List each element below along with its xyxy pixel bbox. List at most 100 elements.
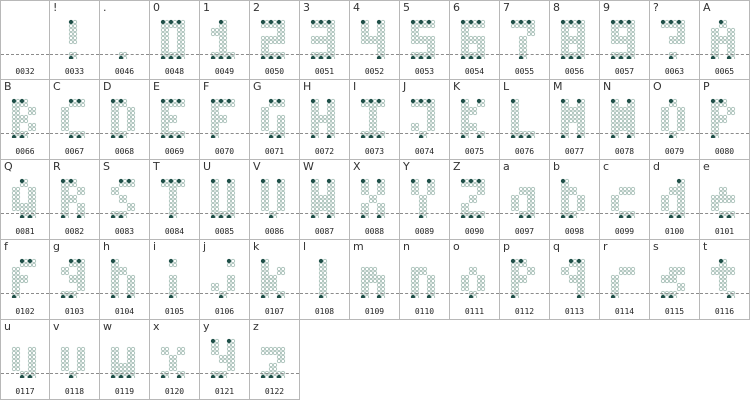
glyph-cell-lower-z[interactable]: z 0122 <box>250 320 300 400</box>
glyph-cell-lower-p[interactable]: p 0112 <box>500 240 550 320</box>
glyph-cell-lower-d[interactable]: d 0100 <box>650 160 700 240</box>
glyph-cell-upper-z[interactable]: Z 0090 <box>450 160 500 240</box>
glyph-cell-upper-a[interactable]: A 0065 <box>700 0 750 80</box>
glyph-cell-lower-n[interactable]: n 0110 <box>400 240 450 320</box>
glyph-cell-upper-g[interactable]: G 0071 <box>250 80 300 160</box>
glyph-cell-digit-9[interactable]: 9 0057 <box>600 0 650 80</box>
glyph-dots-lower-m <box>360 266 386 298</box>
glyph-cell-upper-b[interactable]: B 0066 <box>0 80 50 160</box>
baseline-divider <box>550 54 599 55</box>
glyph-cell-lower-w[interactable]: w 0119 <box>100 320 150 400</box>
glyph-cell-lower-s[interactable]: s 0115 <box>650 240 700 320</box>
glyph-cell-lower-c[interactable]: c 0099 <box>600 160 650 240</box>
glyph-cell-upper-f[interactable]: F 0070 <box>200 80 250 160</box>
glyph-cell-lower-q[interactable]: q 0113 <box>550 240 600 320</box>
glyph-cell-lower-f[interactable]: f 0102 <box>0 240 50 320</box>
glyph-dots-lower-v <box>60 346 86 378</box>
glyph-dots-digit-3 <box>310 19 336 59</box>
baseline-divider <box>200 54 249 55</box>
baseline-divider <box>450 133 499 134</box>
glyph-cell-upper-j[interactable]: J 0074 <box>400 80 450 160</box>
baseline-divider <box>350 213 399 214</box>
glyph-cell-upper-e[interactable]: E 0069 <box>150 80 200 160</box>
glyph-cell-upper-n[interactable]: N 0078 <box>600 80 650 160</box>
glyph-cell-digit-2[interactable]: 2 0050 <box>250 0 300 80</box>
glyph-cell-lower-b[interactable]: b 0098 <box>550 160 600 240</box>
glyph-code-label: 0070 <box>214 147 235 156</box>
glyph-cell-upper-w[interactable]: W 0087 <box>300 160 350 240</box>
glyph-cell-upper-k[interactable]: K 0075 <box>450 80 500 160</box>
glyph-cell-lower-y[interactable]: y 0121 <box>200 320 250 400</box>
glyph-dots-lower-u <box>11 346 37 378</box>
glyph-char-label: Z <box>453 160 461 173</box>
glyph-cell-digit-6[interactable]: 6 0054 <box>450 0 500 80</box>
glyph-dots-space <box>10 19 40 59</box>
baseline-divider <box>600 133 649 134</box>
glyph-cell-lower-e[interactable]: e 0101 <box>700 160 750 240</box>
baseline-divider <box>150 54 199 55</box>
glyph-cell-upper-u[interactable]: U 0085 <box>200 160 250 240</box>
glyph-cell-upper-m[interactable]: M 0077 <box>550 80 600 160</box>
glyph-cell-lower-a[interactable]: a 0097 <box>500 160 550 240</box>
glyph-cell-lower-k[interactable]: k 0107 <box>250 240 300 320</box>
glyph-dots-upper-g <box>260 98 286 138</box>
glyph-cell-digit-1[interactable]: 1 0049 <box>200 0 250 80</box>
glyph-code-label: 0046 <box>114 67 135 76</box>
glyph-cell-lower-m[interactable]: m 0109 <box>350 240 400 320</box>
baseline-divider <box>100 213 149 214</box>
glyph-dots-lower-w <box>110 346 136 378</box>
glyph-cell-lower-x[interactable]: x 0120 <box>150 320 200 400</box>
glyph-char-label: f <box>4 240 8 253</box>
glyph-cell-upper-q[interactable]: Q 0081 <box>0 160 50 240</box>
glyph-char-label: S <box>103 160 110 173</box>
baseline-divider <box>1 213 49 214</box>
glyph-dots-digit-0 <box>160 19 186 59</box>
glyph-cell-question[interactable]: ? 0063 <box>650 0 700 80</box>
glyph-cell-upper-r[interactable]: R 0082 <box>50 160 100 240</box>
glyph-cell-lower-t[interactable]: t 0116 <box>700 240 750 320</box>
glyph-cell-space[interactable]: 0032 <box>0 0 50 80</box>
glyph-cell-upper-c[interactable]: C 0067 <box>50 80 100 160</box>
glyph-cell-upper-x[interactable]: X 0088 <box>350 160 400 240</box>
glyph-cell-lower-i[interactable]: i 0105 <box>150 240 200 320</box>
glyph-cell-lower-r[interactable]: r 0114 <box>600 240 650 320</box>
glyph-code-label: 0122 <box>264 387 285 396</box>
glyph-dots-lower-f <box>11 258 37 298</box>
glyph-cell-lower-g[interactable]: g 0103 <box>50 240 100 320</box>
glyph-cell-upper-i[interactable]: I 0073 <box>350 80 400 160</box>
glyph-cell-upper-y[interactable]: Y 0089 <box>400 160 450 240</box>
glyph-cell-lower-j[interactable]: j 0106 <box>200 240 250 320</box>
glyph-cell-lower-o[interactable]: o 0111 <box>450 240 500 320</box>
glyph-cell-digit-7[interactable]: 7 0055 <box>500 0 550 80</box>
glyph-cell-upper-l[interactable]: L 0076 <box>500 80 550 160</box>
glyph-cell-digit-0[interactable]: 0 0048 <box>150 0 200 80</box>
baseline-divider <box>50 213 99 214</box>
glyph-char-label: 8 <box>553 1 560 14</box>
glyph-cell-upper-h[interactable]: H 0072 <box>300 80 350 160</box>
glyph-cell-upper-s[interactable]: S 0083 <box>100 160 150 240</box>
glyph-cell-upper-v[interactable]: V 0086 <box>250 160 300 240</box>
glyph-cell-lower-u[interactable]: u 0117 <box>0 320 50 400</box>
glyph-cell-digit-3[interactable]: 3 0051 <box>300 0 350 80</box>
glyph-code-label: 0079 <box>664 147 685 156</box>
glyph-code-label: 0099 <box>614 227 635 236</box>
glyph-cell-digit-8[interactable]: 8 0056 <box>550 0 600 80</box>
glyph-cell-digit-5[interactable]: 5 0053 <box>400 0 450 80</box>
glyph-dots-upper-o <box>660 98 686 138</box>
glyph-cell-lower-l[interactable]: l 0108 <box>300 240 350 320</box>
glyph-cell-upper-p[interactable]: P 0080 <box>700 80 750 160</box>
glyph-code-label: 0053 <box>414 67 435 76</box>
glyph-cell-upper-o[interactable]: O 0079 <box>650 80 700 160</box>
glyph-cell-upper-t[interactable]: T 0084 <box>150 160 200 240</box>
glyph-cell-lower-h[interactable]: h 0104 <box>100 240 150 320</box>
glyph-cell-lower-v[interactable]: v 0118 <box>50 320 100 400</box>
glyph-code-label: 0056 <box>564 67 585 76</box>
glyph-cell-period[interactable]: . 0046 <box>100 0 150 80</box>
glyph-cell-upper-d[interactable]: D 0068 <box>100 80 150 160</box>
baseline-divider <box>1 54 49 55</box>
glyph-cell-exclamation[interactable]: ! 0033 <box>50 0 100 80</box>
glyph-char-label: o <box>453 240 460 253</box>
glyph-cell-digit-4[interactable]: 4 0052 <box>350 0 400 80</box>
glyph-dots-upper-u <box>210 178 236 218</box>
glyph-code-label: 0077 <box>564 147 585 156</box>
